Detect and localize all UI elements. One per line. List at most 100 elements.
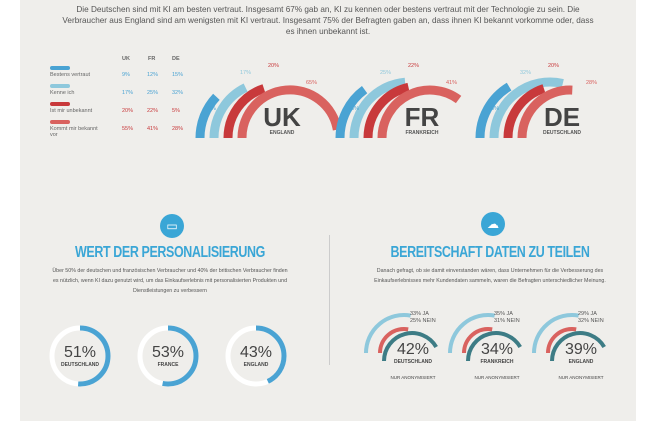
legend-swatch [50, 120, 70, 124]
cell-value: 41% [147, 126, 159, 132]
legend-swatch [50, 84, 70, 88]
donut-label: 53% FRANCE [138, 344, 198, 368]
share-arc [532, 313, 579, 354]
table-row: Ist mir unbekannt 20% 22% 5% [50, 102, 210, 122]
donut-label: 43% ENGLAND [226, 344, 286, 368]
share-value: 42% DEUTSCHLAND NUR ANONYMISIERT [378, 341, 448, 380]
intro-text: Die Deutschen sind mit KI am besten vert… [62, 5, 594, 36]
familiarity-arc-chart [195, 83, 342, 139]
country-code: FR [404, 102, 440, 132]
cell-value: 25% [147, 90, 159, 96]
arc-0 [475, 82, 512, 139]
country-code: UK [263, 102, 301, 132]
arc-label: 13% [348, 106, 360, 112]
country-name: DEUTSCHLAND [542, 130, 582, 136]
cell-value: 28% [172, 126, 184, 132]
personal-text: Über 50% der deutschen und französischen… [52, 268, 288, 294]
row-label: Kommt mir bekannt vor [50, 126, 98, 138]
personal-donut [49, 325, 111, 387]
row-label: Bestens vertraut [50, 72, 91, 78]
personal-donut [225, 325, 287, 387]
nein-label: 31% NEIN [494, 318, 520, 324]
cell-value: 17% [122, 90, 134, 96]
nein-label: 32% NEIN [578, 318, 604, 324]
personal-donut [137, 325, 199, 387]
country-label: UK ENGLAND [252, 104, 312, 136]
donut-percent: 53% [151, 344, 185, 361]
arc-3 [237, 85, 342, 139]
country-label: FR FRANKREICH [392, 104, 452, 136]
arc-label: 65% [306, 80, 318, 86]
share-arc [364, 313, 411, 354]
share-legend: 35% JA 31% NEIN [494, 311, 520, 325]
share-arc [382, 331, 438, 362]
cell-value: 12% [147, 72, 159, 78]
cell-value: 55% [122, 126, 134, 132]
cell-value: 15% [172, 72, 184, 78]
donut-percent: 43% [239, 344, 273, 361]
share-percent: 39% [564, 341, 598, 358]
share-country: ENGLAND [568, 359, 594, 365]
share-legend: 29% JA 32% NEIN [578, 311, 604, 325]
familiarity-arc-chart [475, 77, 573, 139]
arc-0 [195, 93, 220, 139]
share-arc [466, 331, 522, 362]
arc-label: 41% [446, 80, 458, 86]
cell-value: 5% [172, 108, 180, 114]
personal-title: WERT DER PERSONALISIERUNG [75, 244, 265, 261]
donut-percent: 51% [63, 344, 97, 361]
country-name: FRANKREICH [405, 130, 439, 136]
arc-3 [377, 85, 462, 139]
table-row: Bestens vertraut 9% 12% 15% [50, 66, 210, 86]
share-note: NUR ANONYMISIERT [390, 375, 436, 380]
share-arc [462, 327, 493, 354]
arc-label: 15% [488, 106, 500, 112]
share-arcs [448, 313, 522, 362]
donut-country: ENGLAND [243, 362, 269, 368]
share-percent: 34% [480, 341, 514, 358]
share-country: DEUTSCHLAND [393, 359, 433, 365]
legend-swatch [50, 102, 70, 106]
share-arc [448, 313, 495, 354]
country-label: DE DEUTSCHLAND [532, 104, 592, 136]
donut-country: DEUTSCHLAND [60, 362, 100, 368]
share-arc [550, 331, 606, 362]
donut-label: 51% DEUTSCHLAND [50, 344, 110, 368]
legend-swatch [50, 66, 70, 70]
arc-2 [503, 84, 546, 139]
familiarity-arc-chart [335, 77, 462, 139]
col-uk: UK [122, 56, 130, 62]
cell-value: 20% [122, 108, 134, 114]
donut-fill [49, 325, 111, 387]
arc-label: 17% [240, 70, 252, 76]
ja-label: 33% JA [410, 311, 429, 317]
share-note: NUR ANONYMISIERT [474, 375, 520, 380]
share-percent: 42% [396, 341, 430, 358]
row-label: Kenne ich [50, 90, 75, 96]
arc-label: 28% [586, 80, 598, 86]
ja-label: 29% JA [578, 311, 597, 317]
share-arc [378, 327, 409, 354]
table-row: Kommt mir bekannt vor 55% 41% 28% [50, 120, 210, 140]
arc-label: 22% [408, 63, 420, 69]
arc-label: 9% [208, 106, 216, 112]
donut-fill [225, 325, 287, 387]
cloud-upload-icon: ☁ [481, 212, 505, 236]
share-note: NUR ANONYMISIERT [558, 375, 604, 380]
arc-label: 32% [520, 70, 532, 76]
share-arcs [364, 313, 438, 362]
country-name: ENGLAND [269, 130, 295, 136]
arc-2 [363, 82, 410, 139]
nein-label: 25% NEIN [410, 318, 436, 324]
cell-value: 9% [122, 72, 130, 78]
divider [329, 235, 330, 365]
share-text: Danach gefragt, ob sie damit einverstand… [374, 268, 606, 284]
arc-1 [209, 83, 248, 139]
table-row: Kenne ich 17% 25% 32% [50, 84, 210, 104]
arc-1 [349, 77, 406, 139]
share-value: 39% ENGLAND NUR ANONYMISIERT [546, 341, 616, 380]
cell-value: 22% [147, 108, 159, 114]
col-de: DE [172, 56, 180, 62]
cell-value: 32% [172, 90, 184, 96]
donut-fill [137, 325, 199, 387]
